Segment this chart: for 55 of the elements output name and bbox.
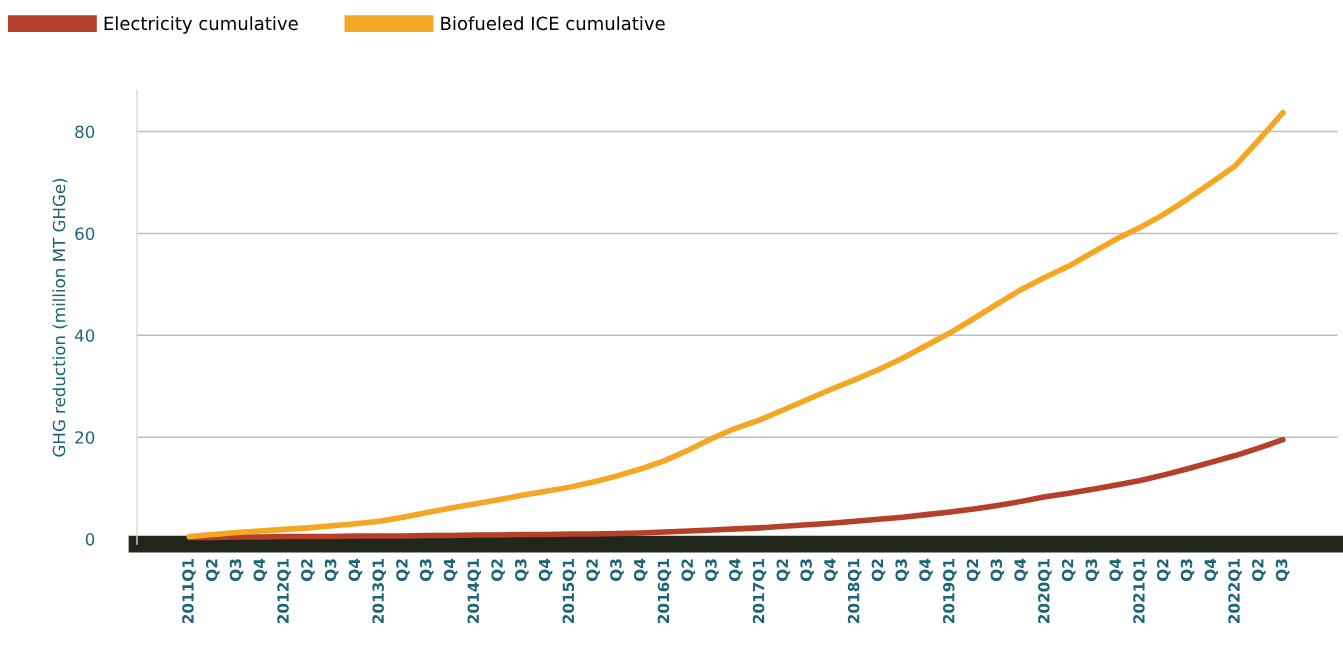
- y-tick-label: 40: [74, 329, 95, 342]
- x-tick-label: Q2: [966, 559, 981, 581]
- x-tick-label: Q3: [800, 559, 814, 581]
- legend-label: Biofueled ICE cumulative: [441, 16, 665, 31]
- x-tick-label: Q3: [515, 559, 529, 581]
- x-tick-label: Q4: [1204, 558, 1219, 581]
- x-tick-label: Q2: [1156, 559, 1171, 581]
- x-tick-label: Q3: [610, 559, 624, 581]
- x-tick-label: Q3: [324, 559, 339, 581]
- x-tick-label: 2015Q1: [562, 559, 577, 623]
- x-tick-label: Q4: [824, 558, 838, 581]
- x-tick-label: Q2: [1061, 559, 1076, 581]
- x-tick-label: Q2: [1252, 559, 1266, 581]
- x-tick-label: Q3: [1085, 559, 1100, 581]
- x-tick-label: Q4: [1014, 558, 1028, 581]
- x-tick-label: Q3: [1180, 559, 1195, 581]
- x-tick-label: Q3: [705, 559, 719, 581]
- legend-label: Electricity cumulative: [104, 16, 298, 34]
- x-tick-label: 2011Q1: [182, 559, 196, 623]
- x-tick-label: Q2: [871, 559, 886, 581]
- x-tick-label: Q4: [728, 558, 743, 581]
- x-tick-label: Q4: [919, 558, 933, 581]
- y-axis-title: GHG reduction (million MT GHGe): [52, 178, 68, 457]
- x-tick-label: 2020Q1: [1038, 559, 1052, 623]
- x-tick-label: Q2: [301, 559, 315, 581]
- x-tick-label: 2014Q1: [467, 559, 482, 623]
- x-tick-label: Q4: [538, 558, 553, 581]
- x-tick-label: 2012Q1: [277, 559, 291, 623]
- x-tick-label: 2016Q1: [657, 559, 672, 623]
- x-tick-label: Q3: [419, 559, 434, 581]
- x-tick-label: Q2: [776, 559, 791, 581]
- x-tick-label: 2017Q1: [752, 559, 767, 623]
- y-tick-label: 20: [75, 431, 95, 444]
- x-tick-label: 2013Q1: [372, 559, 386, 623]
- y-tick-label: 80: [75, 125, 95, 139]
- x-tick-label: Q2: [681, 559, 696, 581]
- x-tick-label: Q4: [443, 558, 458, 581]
- x-tick-label: Q2: [586, 559, 600, 581]
- x-tick-label: 2018Q1: [847, 559, 862, 623]
- x-tick-label: 2022Q1: [1228, 559, 1242, 623]
- x-tick-label: Q4: [633, 558, 648, 581]
- x-tick-label: Q4: [1109, 558, 1123, 581]
- x-tick-label: Q3: [229, 559, 244, 581]
- x-tick-label: Q3: [895, 559, 909, 581]
- x-tick-label: Q4: [253, 558, 268, 581]
- y-tick-label: 0: [85, 533, 95, 546]
- x-tick-label: Q2: [491, 559, 505, 581]
- x-tick-label: Q4: [348, 558, 363, 581]
- x-tick-label: Q3: [990, 559, 1005, 581]
- x-tick-label: Q2: [205, 559, 220, 581]
- x-tick-label: Q2: [396, 559, 410, 581]
- x-tick-label: Q3: [1275, 559, 1290, 581]
- y-tick-label: 60: [75, 227, 95, 240]
- x-tick-label: 2021Q1: [1133, 559, 1147, 623]
- x-tick-label: 2019Q1: [942, 559, 957, 623]
